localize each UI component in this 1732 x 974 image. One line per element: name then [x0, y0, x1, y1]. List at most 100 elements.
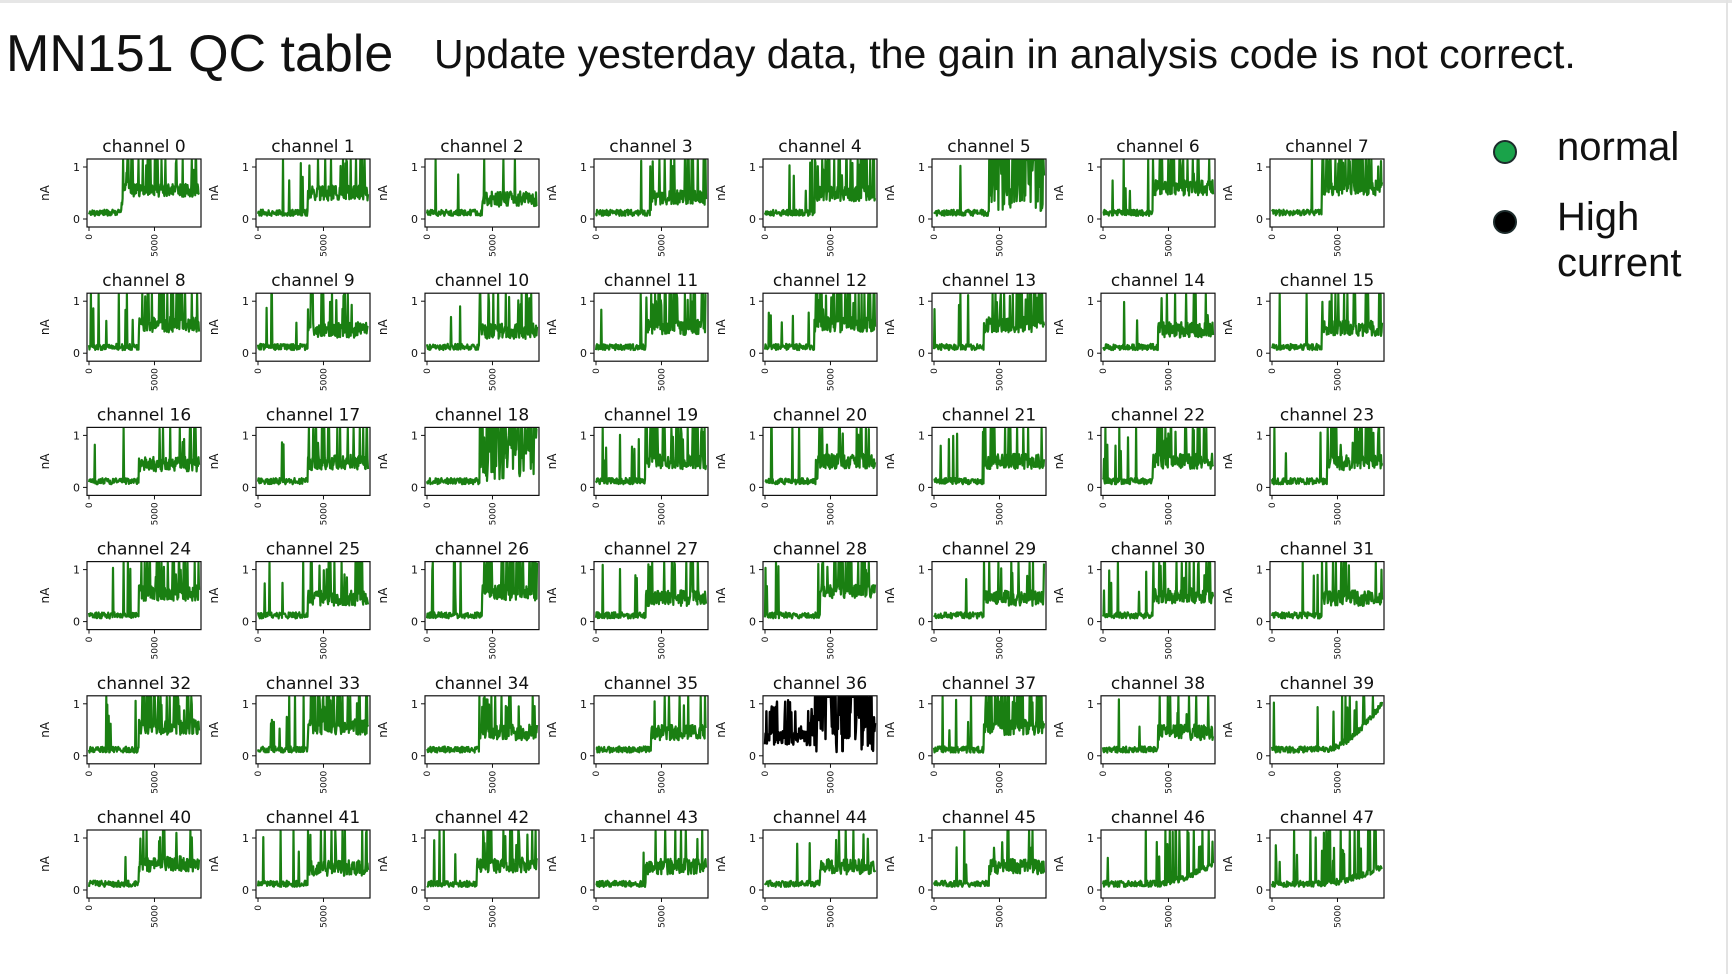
x-tick-label: 5000 [1333, 234, 1343, 257]
y-axis-label: nA [1052, 721, 1066, 738]
channel-trace-line [933, 561, 1046, 620]
y-tick-label: 1 [749, 295, 756, 308]
panel-title: channel 14 [1111, 271, 1205, 291]
y-tick-label: 1 [1087, 161, 1094, 174]
panel-frame [1100, 560, 1216, 631]
panel-frame [1100, 829, 1216, 899]
y-tick-label: 1 [1087, 295, 1094, 308]
y-tick-label: 0 [411, 616, 418, 629]
channel-trace-line [256, 695, 370, 754]
x-tick-label: 0 [85, 636, 95, 642]
panel-frame [931, 426, 1047, 496]
panel-title: channel 19 [604, 405, 698, 425]
panel-channel-3: channel 3 nA 0 1 0 5000 [545, 137, 709, 257]
panel-frame [255, 695, 371, 765]
panel-title: channel 26 [435, 540, 529, 560]
panel-title: channel 33 [266, 674, 360, 694]
channel-trace-line [1101, 695, 1215, 754]
panel-frame [1269, 560, 1385, 631]
x-tick-label: 0 [1268, 905, 1278, 911]
y-tick-label: 1 [73, 161, 80, 174]
panel-frame [762, 829, 878, 899]
y-tick-label: 1 [580, 429, 587, 442]
channel-trace-line [1270, 561, 1384, 620]
channel-trace-line [425, 158, 538, 217]
y-axis-label: nA [1052, 184, 1066, 201]
panel-frame [86, 158, 202, 228]
y-tick-label: 1 [242, 295, 249, 308]
y-tick-label: 1 [242, 832, 249, 845]
panel-channel-19: channel 19 nA 0 1 0 5000 [545, 405, 709, 525]
panel-channel-10: channel 10 nA 0 1 0 5000 [376, 271, 540, 391]
panel-channel-41: channel 41 nA 0 1 0 5000 [207, 808, 371, 928]
y-tick-label: 1 [411, 564, 418, 577]
y-tick-label: 0 [1256, 616, 1263, 629]
panel-channel-38: channel 38 nA 0 1 0 5000 [1052, 674, 1216, 794]
y-tick-label: 0 [580, 213, 587, 226]
panel-channel-16: channel 16 nA 0 1 0 5000 [38, 405, 202, 525]
x-tick-label: 5000 [319, 502, 329, 525]
panel-channel-17: channel 17 nA 0 1 0 5000 [207, 405, 371, 525]
y-axis-label: nA [38, 587, 52, 604]
channel-trace-line [595, 695, 708, 754]
x-tick-label: 5000 [1164, 234, 1174, 257]
panel-frame [593, 560, 709, 631]
x-tick-label: 5000 [319, 368, 329, 391]
x-tick-label: 5000 [150, 636, 160, 659]
y-tick-label: 0 [580, 481, 587, 494]
y-tick-label: 0 [580, 347, 587, 360]
panel-channel-9: channel 9 nA 0 1 0 5000 [207, 271, 371, 391]
channel-trace-line [1270, 158, 1384, 217]
y-tick-label: 1 [749, 429, 756, 442]
y-tick-label: 0 [749, 616, 756, 629]
panel-channel-40: channel 40 nA 0 1 0 5000 [38, 808, 202, 928]
y-tick-label: 1 [918, 429, 925, 442]
channel-trace-line [1270, 293, 1384, 352]
x-tick-label: 5000 [150, 502, 160, 525]
y-tick-label: 0 [918, 213, 925, 226]
panel-channel-4: channel 4 nA 0 1 0 5000 [714, 137, 878, 257]
y-tick-label: 0 [1087, 213, 1094, 226]
panel-title: channel 46 [1111, 808, 1205, 828]
y-axis-label: nA [376, 587, 390, 604]
panel-channel-43: channel 43 nA 0 1 0 5000 [545, 808, 709, 928]
y-axis-label: nA [883, 319, 897, 336]
channel-trace-line [426, 695, 539, 754]
y-axis-label: nA [38, 319, 52, 336]
x-tick-label: 0 [85, 771, 95, 777]
y-tick-label: 0 [411, 347, 418, 360]
panel-frame [593, 829, 709, 899]
panel-title: channel 18 [435, 405, 529, 425]
y-tick-label: 1 [411, 832, 418, 845]
panel-title: channel 4 [778, 137, 862, 157]
panel-frame [1269, 829, 1385, 899]
y-axis-label: nA [38, 855, 52, 872]
y-axis-label: nA [883, 587, 897, 604]
y-axis-label: nA [714, 319, 728, 336]
x-tick-label: 5000 [319, 771, 329, 794]
y-axis-label: nA [376, 721, 390, 738]
panel-frame [1269, 695, 1385, 765]
panel-frame [1269, 426, 1385, 496]
y-axis-label: nA [1052, 319, 1066, 336]
y-tick-label: 1 [749, 161, 756, 174]
panel-frame [762, 695, 878, 765]
panel-channel-13: channel 13 nA 0 1 0 5000 [883, 271, 1047, 391]
channel-trace-line [426, 829, 539, 888]
y-tick-label: 0 [749, 481, 756, 494]
legend-high-current-circle-icon [1493, 210, 1517, 234]
x-tick-label: 5000 [826, 502, 836, 525]
x-tick-label: 5000 [150, 905, 160, 928]
panel-title: channel 11 [604, 271, 698, 291]
panel-channel-25: channel 25 nA 0 1 0 5000 [207, 540, 371, 660]
x-tick-label: 5000 [657, 771, 667, 794]
x-tick-label: 5000 [488, 771, 498, 794]
x-tick-label: 0 [423, 368, 433, 374]
channel-trace-line [763, 561, 877, 620]
x-tick-label: 0 [254, 368, 264, 374]
channel-trace-line [594, 427, 708, 486]
x-tick-label: 0 [254, 502, 264, 508]
panel-channel-21: channel 21 nA 0 1 0 5000 [883, 405, 1047, 525]
channel-trace-line [1101, 427, 1215, 486]
y-tick-label: 1 [73, 698, 80, 711]
